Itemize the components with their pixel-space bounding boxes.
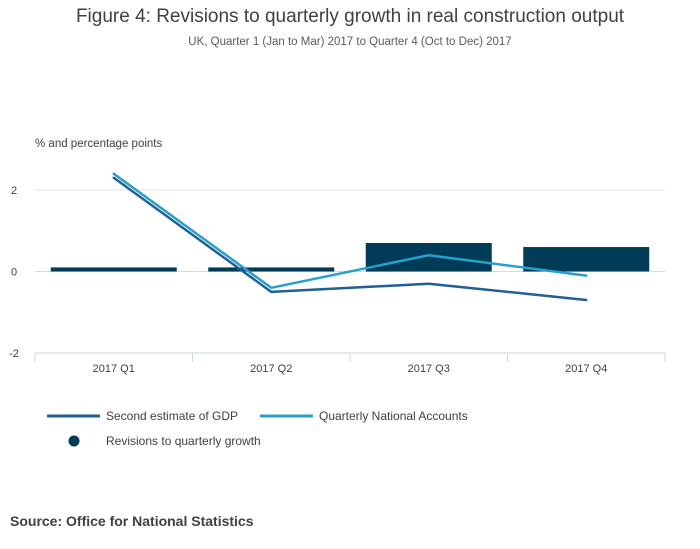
revision-bar [208,267,335,272]
legend-item-qna-label: Quarterly National Accounts [319,409,468,423]
legend-item-gdp-label: Second estimate of GDP [106,409,238,423]
y-tick-label: 2 [11,185,17,197]
qna-series-line [112,172,588,290]
revision-bar [365,242,492,272]
x-tick-label: 2017 Q2 [250,363,292,375]
chart-subtitle: UK, Quarter 1 (Jan to Mar) 2017 to Quart… [188,36,512,48]
gdp-series-line [112,176,588,302]
chart-title: Figure 4: Revisions to quarterly growth … [75,6,625,27]
legend-item-revisions-label: Revisions to quarterly growth [106,434,261,448]
y-tick-label: -2 [9,348,19,360]
x-tick-label: 2017 Q4 [565,363,607,375]
y-axis-label: % and percentage points [35,138,162,150]
revision-bar [523,247,650,272]
y-tick-label: 0 [11,267,17,279]
x-tick-label: 2017 Q1 [93,363,135,375]
x-tick-label: 2017 Q3 [408,363,450,375]
legend-item-revisions-swatch [68,435,80,447]
source-note: Source: Office for National Statistics [10,513,254,529]
revision-bar [50,267,177,272]
